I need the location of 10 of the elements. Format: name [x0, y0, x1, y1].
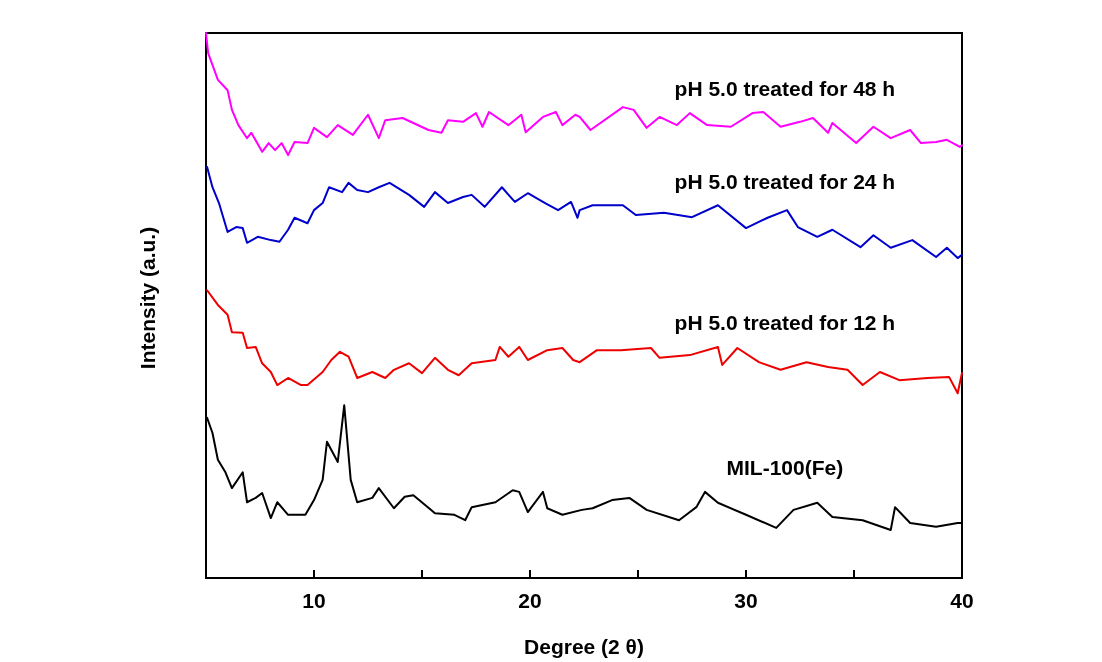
series-label: pH 5.0 treated for 12 h — [674, 311, 896, 335]
series-label: MIL-100(Fe) — [726, 456, 844, 480]
x-tick-label: 20 — [518, 589, 542, 612]
x-axis-title: Degree (2 θ) — [524, 635, 644, 658]
series-label: pH 5.0 treated for 24 h — [674, 169, 896, 193]
x-tick-label: 40 — [950, 589, 974, 612]
y-axis-title: Intensity (a.u.) — [135, 226, 159, 370]
x-tick-label: 30 — [734, 589, 758, 612]
series-label: pH 5.0 treated for 48 h — [674, 76, 896, 100]
x-tick-label: 10 — [302, 589, 326, 612]
